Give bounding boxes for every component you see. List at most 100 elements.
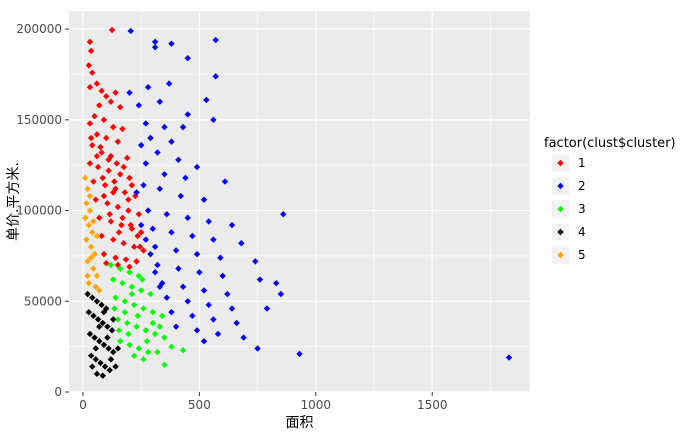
data-point: [98, 301, 105, 309]
data-point: [240, 334, 247, 341]
y-axis-ticks: 0 50000 100000 150000 200000: [16, 22, 69, 399]
data-point: [103, 93, 110, 100]
data-point: [252, 258, 259, 265]
data-point: [82, 174, 89, 182]
data-point: [163, 211, 170, 218]
data-point: [90, 178, 97, 185]
data-point: [91, 250, 98, 258]
data-point: [91, 334, 98, 341]
data-point: [114, 261, 122, 269]
data-point: [98, 87, 105, 95]
data-point: [117, 103, 124, 111]
data-point: [130, 301, 138, 309]
data-point: [126, 269, 133, 276]
data-point: [205, 218, 212, 225]
data-point: [117, 171, 124, 178]
data-point: [86, 192, 94, 200]
data-point: [144, 207, 152, 214]
data-point: [133, 258, 140, 265]
data-point: [106, 367, 113, 374]
data-point: [104, 200, 111, 207]
y-axis-title: 单价.平方米.: [6, 162, 22, 241]
data-point: [83, 236, 90, 243]
data-point: [90, 265, 97, 272]
data-point: [168, 308, 175, 316]
data-point: [143, 338, 151, 345]
data-point: [210, 116, 217, 124]
data-point: [128, 290, 136, 298]
data-point: [114, 138, 122, 145]
data-point: [85, 62, 92, 69]
y-tick-label: 100000: [16, 204, 62, 218]
data-point: [177, 192, 184, 200]
y-tick-label: 50000: [24, 294, 62, 308]
data-point: [205, 301, 212, 309]
data-point: [114, 203, 122, 211]
data-point: [184, 298, 191, 305]
data-point: [87, 134, 95, 142]
data-point: [90, 218, 97, 225]
data-point: [137, 221, 145, 229]
data-point: [100, 308, 108, 316]
data-point: [238, 240, 245, 247]
data-point: [104, 334, 111, 341]
data-point: [179, 347, 187, 354]
plot-panel: [69, 11, 530, 392]
legend: factor(clust$cluster) 1 2 3 4 5: [544, 136, 676, 264]
data-point: [156, 185, 164, 192]
data-point: [228, 221, 236, 229]
data-point: [83, 200, 90, 207]
data-point: [139, 276, 146, 283]
data-point: [127, 221, 134, 229]
data-point: [156, 283, 164, 290]
data-point: [196, 269, 203, 276]
data-point: [100, 116, 108, 124]
data-point: [161, 361, 168, 368]
data-point: [142, 236, 150, 243]
data-point: [140, 181, 147, 189]
series-5: [82, 174, 103, 294]
data-point: [105, 345, 112, 352]
data-point: [144, 84, 152, 91]
data-point: [113, 160, 120, 167]
data-point: [121, 308, 129, 316]
data-point: [114, 345, 122, 352]
data-point: [125, 330, 132, 338]
legend-label: 2: [578, 179, 586, 193]
legend-item-4: 4: [552, 223, 586, 241]
data-point: [137, 142, 145, 149]
data-point: [172, 247, 180, 254]
data-point: [161, 123, 168, 131]
data-point: [105, 167, 112, 174]
data-point: [217, 254, 224, 261]
data-point: [221, 178, 229, 185]
data-point: [214, 330, 222, 338]
data-point: [142, 327, 150, 334]
x-axis-title: 面积: [286, 415, 314, 431]
data-point: [112, 254, 119, 261]
legend-label: 5: [578, 248, 586, 262]
data-point: [136, 243, 144, 251]
data-point: [85, 308, 92, 316]
series-3: [107, 261, 187, 368]
x-tick-label: 1500: [417, 398, 448, 412]
data-point: [112, 89, 119, 96]
legend-label: 3: [578, 202, 586, 216]
data-point: [224, 290, 231, 298]
data-point: [98, 149, 105, 156]
data-point: [228, 305, 236, 312]
data-point: [163, 294, 170, 301]
data-point: [103, 134, 110, 142]
data-point: [219, 272, 226, 280]
data-point: [96, 338, 103, 345]
legend-item-3: 3: [552, 200, 586, 218]
data-point: [151, 269, 159, 276]
data-point: [193, 163, 201, 171]
data-point: [101, 181, 109, 189]
data-point: [92, 283, 99, 290]
series-4: [84, 290, 122, 379]
data-point: [168, 229, 175, 236]
data-point: [273, 279, 280, 287]
data-point: [89, 229, 96, 236]
legend-marker: [557, 228, 564, 236]
